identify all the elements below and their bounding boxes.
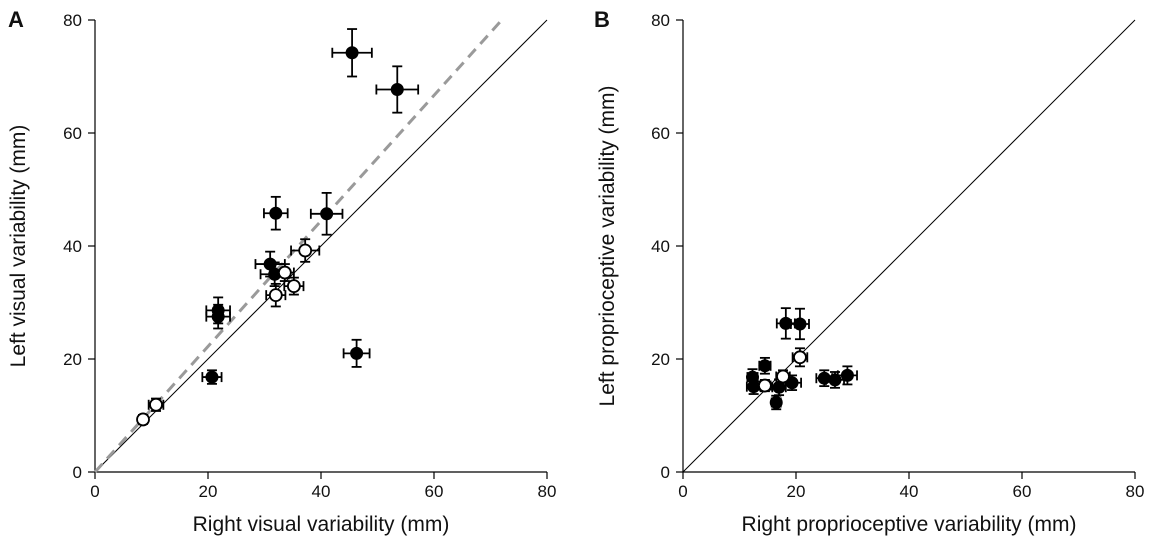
y-tick-label: 40: [651, 237, 670, 256]
panel-b: B 0 20 40 60 80 0 20 40 60 80 Right proprioceptiv…: [594, 7, 1144, 536]
filled-marker: [211, 310, 225, 324]
open-data-point: [791, 347, 809, 368]
filled-data-point: [201, 369, 223, 385]
x-tick-label: 40: [312, 482, 331, 501]
panel-a-fit-line: [93, 18, 503, 474]
open-data-point: [274, 263, 295, 282]
filled-marker: [390, 82, 404, 96]
filled-data-point: [342, 338, 371, 368]
filled-data-point: [309, 191, 344, 236]
panel-a-identity-line: [94, 19, 548, 473]
open-marker: [758, 378, 772, 393]
open-data-point: [758, 378, 772, 393]
filled-marker: [350, 346, 364, 360]
open-data-point: [775, 369, 791, 384]
open-marker: [136, 412, 150, 427]
open-marker: [268, 288, 283, 303]
filled-data-point: [758, 356, 772, 375]
y-tick-label: 20: [63, 350, 82, 369]
y-tick-label: 80: [63, 11, 82, 30]
x-tick-label: 80: [538, 482, 557, 501]
x-tick-label: 60: [1013, 482, 1032, 501]
x-tick-label: 20: [787, 482, 806, 501]
filled-marker: [769, 396, 783, 410]
open-marker: [776, 369, 790, 384]
open-data-point: [136, 412, 150, 427]
x-tick-label: 80: [1126, 482, 1145, 501]
y-tick-label: 0: [661, 463, 670, 482]
filled-marker: [793, 317, 807, 331]
filled-marker: [269, 206, 283, 220]
open-marker: [298, 243, 313, 258]
filled-data-point: [331, 28, 373, 78]
filled-marker: [320, 207, 334, 221]
panel-a-x-axis-title: Right visual variability (mm): [193, 513, 450, 536]
filled-marker: [345, 46, 359, 60]
x-tick-label: 0: [678, 482, 687, 501]
panel-a-y-axis-title: Left visual variability (mm): [7, 125, 30, 368]
x-tick-label: 60: [425, 482, 444, 501]
open-marker: [277, 265, 292, 280]
x-tick-label: 0: [90, 482, 99, 501]
x-tick-label: 20: [199, 482, 218, 501]
filled-data-point: [836, 365, 858, 386]
filled-data-point: [790, 307, 810, 341]
filled-data-point: [205, 303, 231, 330]
x-tick-label: 40: [900, 482, 919, 501]
open-data-point: [147, 397, 165, 412]
filled-marker: [817, 371, 831, 385]
y-tick-label: 80: [651, 11, 670, 30]
panel-b-y-axis-title: Left proprioceptive variability (mm): [596, 86, 619, 407]
panel-a: A 0 20 40 60 80 0 20 40 60 80 Right visual variab…: [7, 7, 556, 536]
filled-data-point: [769, 394, 783, 411]
panel-b-letter: B: [594, 7, 610, 32]
filled-marker: [205, 370, 219, 384]
filled-data-point: [263, 195, 289, 231]
open-data-point: [265, 282, 287, 308]
y-tick-label: 60: [63, 124, 82, 143]
open-data-point: [290, 238, 321, 263]
y-tick-label: 20: [651, 350, 670, 369]
panel-a-letter: A: [8, 7, 24, 32]
y-tick-label: 0: [73, 463, 82, 482]
y-tick-label: 40: [63, 237, 82, 256]
panel-b-identity-line: [682, 19, 1136, 473]
open-marker: [286, 279, 301, 294]
y-tick-label: 60: [651, 124, 670, 143]
filled-marker: [747, 380, 761, 394]
open-data-point: [283, 276, 305, 296]
filled-marker: [840, 368, 854, 382]
open-marker: [149, 397, 163, 412]
panel-b-x-axis-title: Right proprioceptive variability (mm): [742, 513, 1077, 536]
filled-marker: [758, 359, 772, 373]
filled-data-point: [375, 65, 420, 114]
open-marker: [793, 350, 807, 365]
